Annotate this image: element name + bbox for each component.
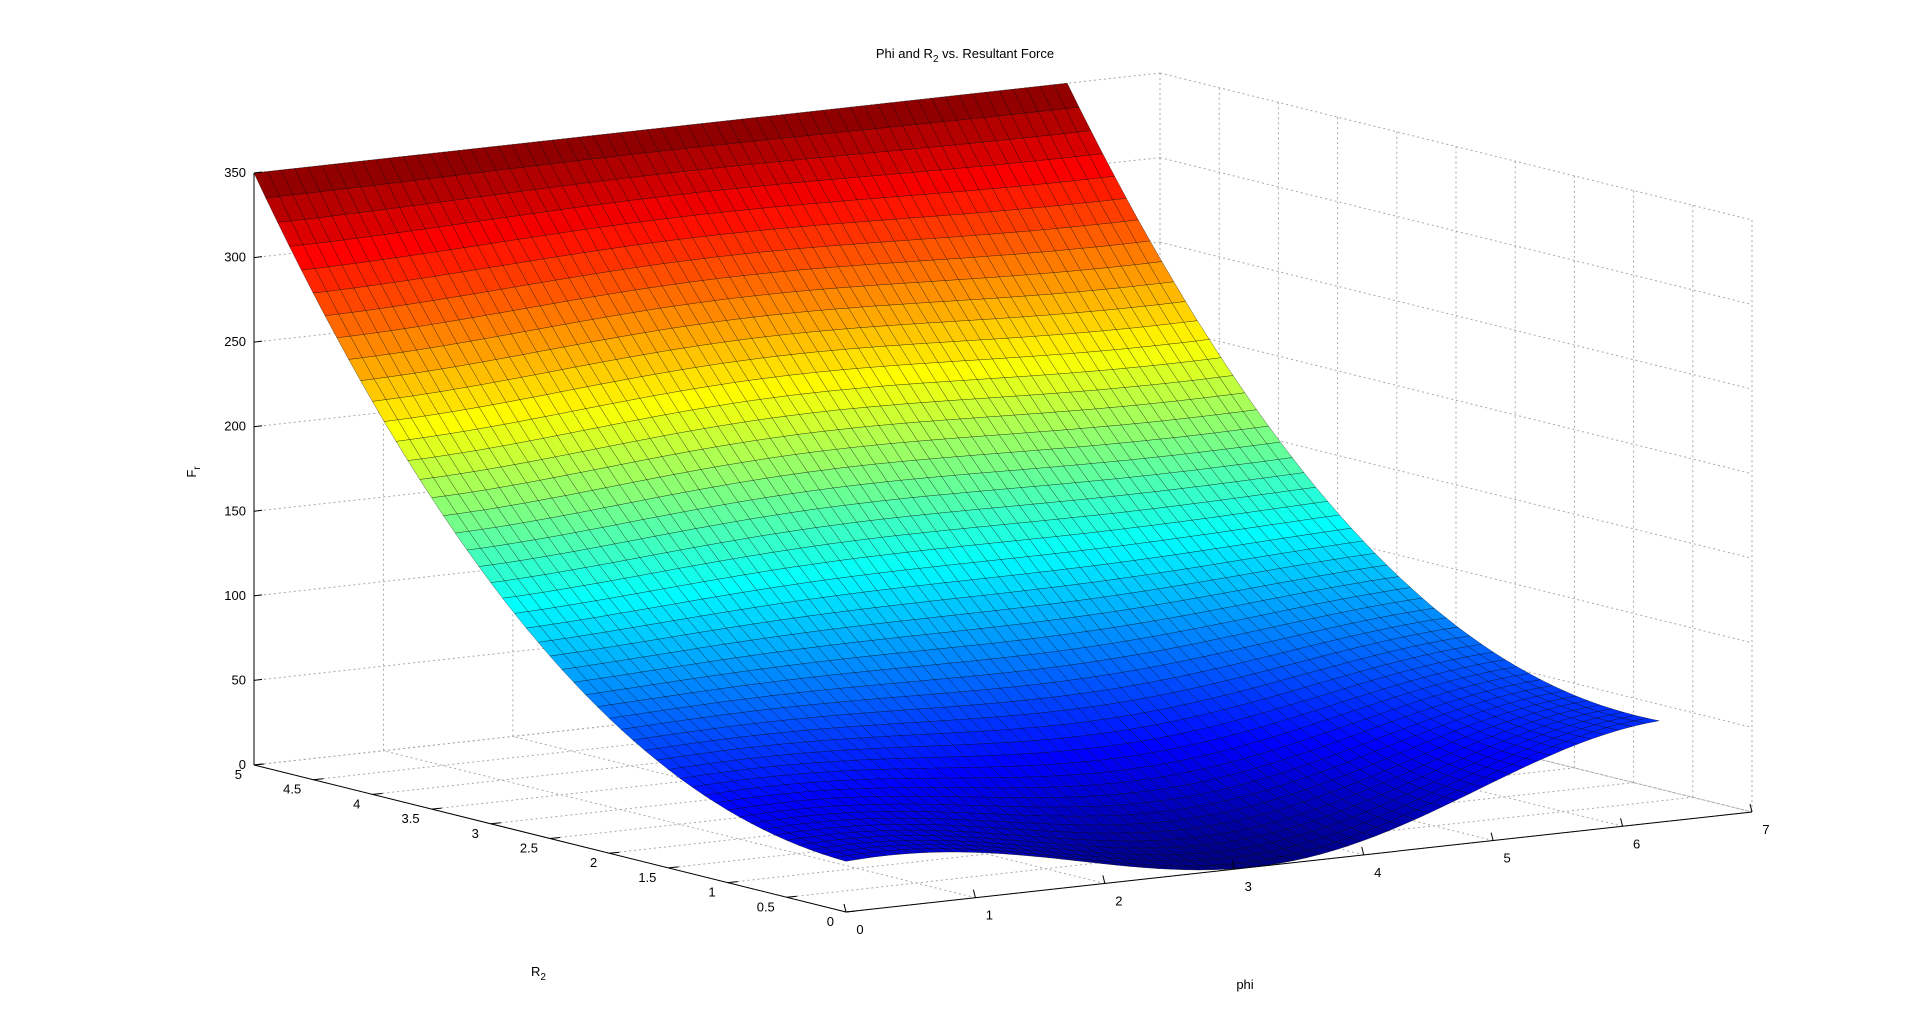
z-tick [253,425,263,428]
axes-lines [253,171,1753,913]
grid-line [1159,72,1753,221]
z-tick [253,256,263,259]
z-tick-label: 50 [232,672,246,687]
z-tick-label: 150 [224,503,246,518]
x-tick-label: 5 [1504,851,1511,866]
x-tick-label: 4 [1374,865,1381,880]
y-tick [490,822,501,825]
y-tick [372,792,383,795]
x-tick [1620,818,1624,827]
grid-line [383,750,976,899]
y-tick-label: 4.5 [283,782,301,797]
x-tick [1361,846,1365,855]
grid-line [1159,241,1753,390]
z-tick-label: 300 [224,250,246,265]
z-tick [253,340,263,343]
z-tick-label: 350 [224,165,246,180]
y-tick [668,866,679,869]
x-tick [1749,803,1753,813]
y-tick-label: 5 [235,767,242,782]
z-tick-label: 0 [239,757,246,772]
y-tick-label: 2.5 [520,841,538,856]
y-tick [549,837,561,839]
y-tick-label: 4 [353,796,360,811]
y-tick [727,881,738,884]
y-tick-label: 3 [472,826,479,841]
x-tick [843,903,847,913]
grid-line [1159,326,1753,475]
y-tick [609,851,620,854]
grid-line [512,735,1105,884]
z-tick [253,678,263,681]
chart-title: Phi and R2 vs. Resultant Force [876,46,1054,65]
x-tick-label: 7 [1762,822,1769,837]
grid-line [1159,157,1753,306]
grid-line [1030,678,1623,827]
y-tick [313,778,324,781]
x-tick [1231,861,1235,870]
x-tick [1490,832,1494,841]
x-axis-line [845,811,1753,913]
x-tick [1102,875,1106,884]
y-tick [431,807,442,810]
y-tick-label: 3.5 [402,811,420,826]
z-tick-label: 100 [224,588,246,603]
y-tick-label: 0 [827,914,834,929]
y-tick-label: 2 [590,855,597,870]
x-tick-label: 1 [986,908,993,923]
surface-patch [834,855,860,862]
x-tick [972,889,976,898]
y-tick-label: 1.5 [638,870,656,885]
tick-labels: 05010015020025030035000.511.522.533.544.… [224,165,1769,937]
z-tick [253,594,263,597]
y-tick-label: 1 [708,885,715,900]
y-tick-label: 0.5 [757,899,775,914]
z-axis-label: Fr [184,466,203,478]
z-tick-label: 200 [224,419,246,434]
x-tick-label: 0 [856,922,863,937]
surface-mesh [253,83,1660,871]
x-tick-label: 2 [1115,893,1122,908]
z-tick-label: 250 [224,334,246,349]
y-tick [845,910,857,913]
x-axis-label: phi [1236,977,1253,992]
x-tick-label: 3 [1245,879,1252,894]
grid-line [1159,664,1753,813]
z-tick [253,509,263,512]
y-tick [786,895,797,898]
z-tick [253,171,263,174]
y-tick [253,763,265,766]
x-tick-label: 6 [1633,836,1640,851]
y-axis-label: R2 [531,964,546,983]
